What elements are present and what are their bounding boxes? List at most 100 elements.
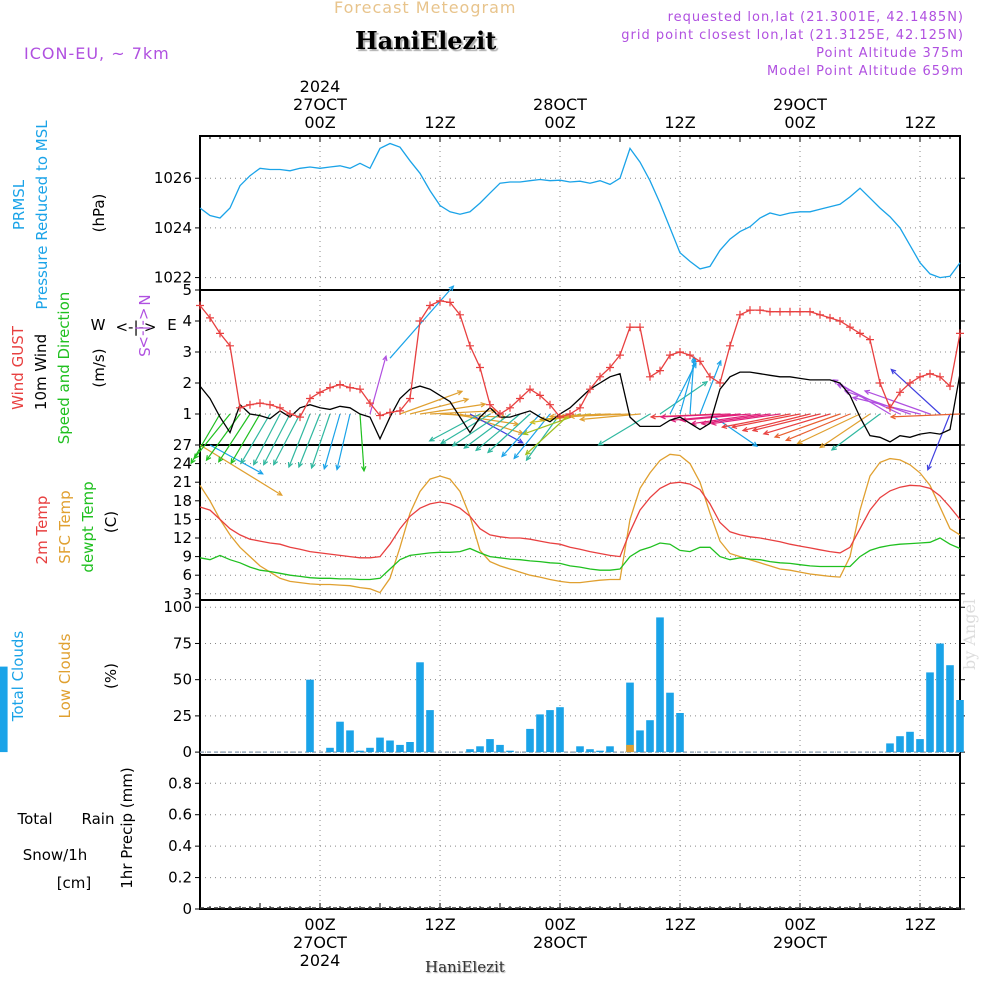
wind-arrow-head — [428, 436, 435, 442]
wind-gust-line-marker — [206, 313, 214, 322]
sfc-temp-label: SFC Temp — [56, 490, 74, 563]
wind-arrow — [785, 413, 851, 441]
wind-arrow — [409, 398, 469, 415]
wind-gust-line-marker — [246, 400, 254, 409]
wind-arrow-head — [297, 461, 304, 469]
total-cloud-bar — [526, 728, 534, 753]
wind-arrow — [819, 413, 871, 448]
compass-south: S — [135, 347, 153, 357]
total-cloud-bar — [586, 749, 594, 753]
station-name: HaniElezit — [355, 26, 497, 55]
wind-gust-line-marker — [946, 382, 954, 391]
total-cloud-bar — [336, 721, 344, 753]
wind-gust-line-marker — [426, 301, 434, 310]
wind-arrow — [864, 390, 931, 415]
wind-gust-line-marker — [276, 403, 284, 412]
wind-arrow — [852, 396, 921, 415]
wind-arrow-head — [741, 426, 749, 433]
compass-north: N — [135, 294, 153, 305]
wind-arrow-head — [382, 354, 388, 362]
wind-gust-line-marker — [406, 394, 414, 403]
wind-arrow — [797, 413, 861, 445]
wind-gust-line-marker — [256, 399, 264, 408]
time-label-bottom: 2024 — [300, 951, 341, 970]
wind-arrow-head — [710, 420, 717, 426]
temperature-ytick-label: 9 — [182, 548, 192, 566]
pressure-label-prmsl: PRMSL — [10, 179, 28, 230]
total-cloud-bar — [656, 617, 664, 753]
total-cloud-bar — [576, 746, 584, 753]
low-cloud-bar — [626, 744, 634, 753]
total-cloud-bar — [356, 750, 364, 753]
clouds-ytick-label: 100 — [163, 598, 192, 616]
wind-gust-line-marker — [726, 341, 734, 350]
wind-arrow — [359, 413, 365, 471]
wind-arrow-head — [501, 451, 507, 458]
wind-gust-line-marker — [716, 379, 724, 387]
wind-arrow — [449, 413, 519, 425]
wind-arrow-head — [525, 455, 532, 462]
precipitation-ytick-label: 0 — [182, 900, 192, 918]
pressure-ytick-label: 1022 — [154, 269, 192, 287]
wind-arrow — [774, 413, 841, 438]
wind-gust-line-marker — [496, 410, 504, 418]
wind-arrow-head — [475, 445, 482, 452]
wind-arrow-head — [240, 458, 246, 465]
wind-arrow — [844, 390, 911, 415]
wind-gust-label: Wind GUST — [9, 325, 27, 410]
clouds-ytick-label: 0 — [182, 743, 192, 761]
total-cloud-bar — [506, 750, 514, 753]
wind-gust-line-marker — [476, 363, 484, 372]
time-label-bottom: 12Z — [904, 915, 935, 934]
wind-gust-line-marker — [526, 385, 534, 394]
wind-gust-line-marker — [386, 408, 394, 417]
wind-arrow — [661, 413, 731, 418]
wind-direction-label: Speed and Direction — [55, 292, 73, 445]
wind-gust-line-marker — [876, 379, 884, 387]
wind-arrow-head — [456, 390, 464, 396]
wind-gust-line-marker — [626, 323, 634, 332]
time-label-bottom: 00Z — [544, 915, 575, 934]
precipitation-ytick-label: 0.8 — [168, 774, 192, 792]
wind-arrow-head — [335, 464, 341, 471]
wind-arrow — [570, 413, 631, 418]
wind-arrow-head — [702, 381, 709, 387]
wind-arrow-head — [451, 441, 458, 447]
wind-arrow-head — [832, 379, 839, 385]
wind-arrow — [419, 403, 486, 415]
wind-gust-line-marker — [516, 394, 524, 403]
wind-gust-line-marker — [786, 307, 794, 316]
wind-gust-line-marker — [756, 306, 764, 315]
pressure-label-name: Pressure Reduced to MSL — [33, 120, 51, 310]
wind-arrow — [298, 413, 321, 468]
wind-arrow — [711, 413, 781, 425]
wind-gust-line-marker — [596, 372, 604, 381]
wind-gust-line-marker — [816, 310, 824, 319]
wind-arrow — [230, 413, 261, 464]
wind-arrow-head — [205, 455, 212, 462]
wind-gust-line-marker — [616, 351, 624, 360]
total-cloud-bar — [306, 679, 314, 753]
total-rain-label: Total — [16, 810, 52, 828]
wind-gust-line-marker — [556, 413, 564, 422]
point-altitude: Point Altitude 375m — [816, 46, 964, 61]
wind-arrow-head — [538, 416, 546, 422]
total-cloud-bar — [326, 747, 334, 753]
wind-arrow — [399, 390, 463, 415]
wind-arrow-head — [190, 458, 196, 465]
total-cloud-bar — [486, 739, 494, 753]
time-label-top: 29OCT — [773, 95, 827, 114]
wind-arrow-head — [193, 453, 199, 460]
model-point-altitude: Model Point Altitude 659m — [767, 64, 964, 79]
wind-gust-line-marker — [216, 329, 224, 338]
wind-arrow-head — [257, 469, 264, 475]
wind-arrow-head — [843, 389, 851, 395]
wind-gust-line-marker — [896, 388, 904, 397]
precipitation-ytick-label: 0.4 — [168, 837, 192, 855]
wind-gust-line-marker — [856, 329, 864, 338]
wind-gust-line-marker — [576, 403, 584, 412]
wind-arrow-head — [679, 417, 687, 423]
wind-arrow — [218, 413, 251, 463]
total-cloud-bar — [376, 737, 384, 753]
wind-arrow-head — [889, 413, 896, 420]
